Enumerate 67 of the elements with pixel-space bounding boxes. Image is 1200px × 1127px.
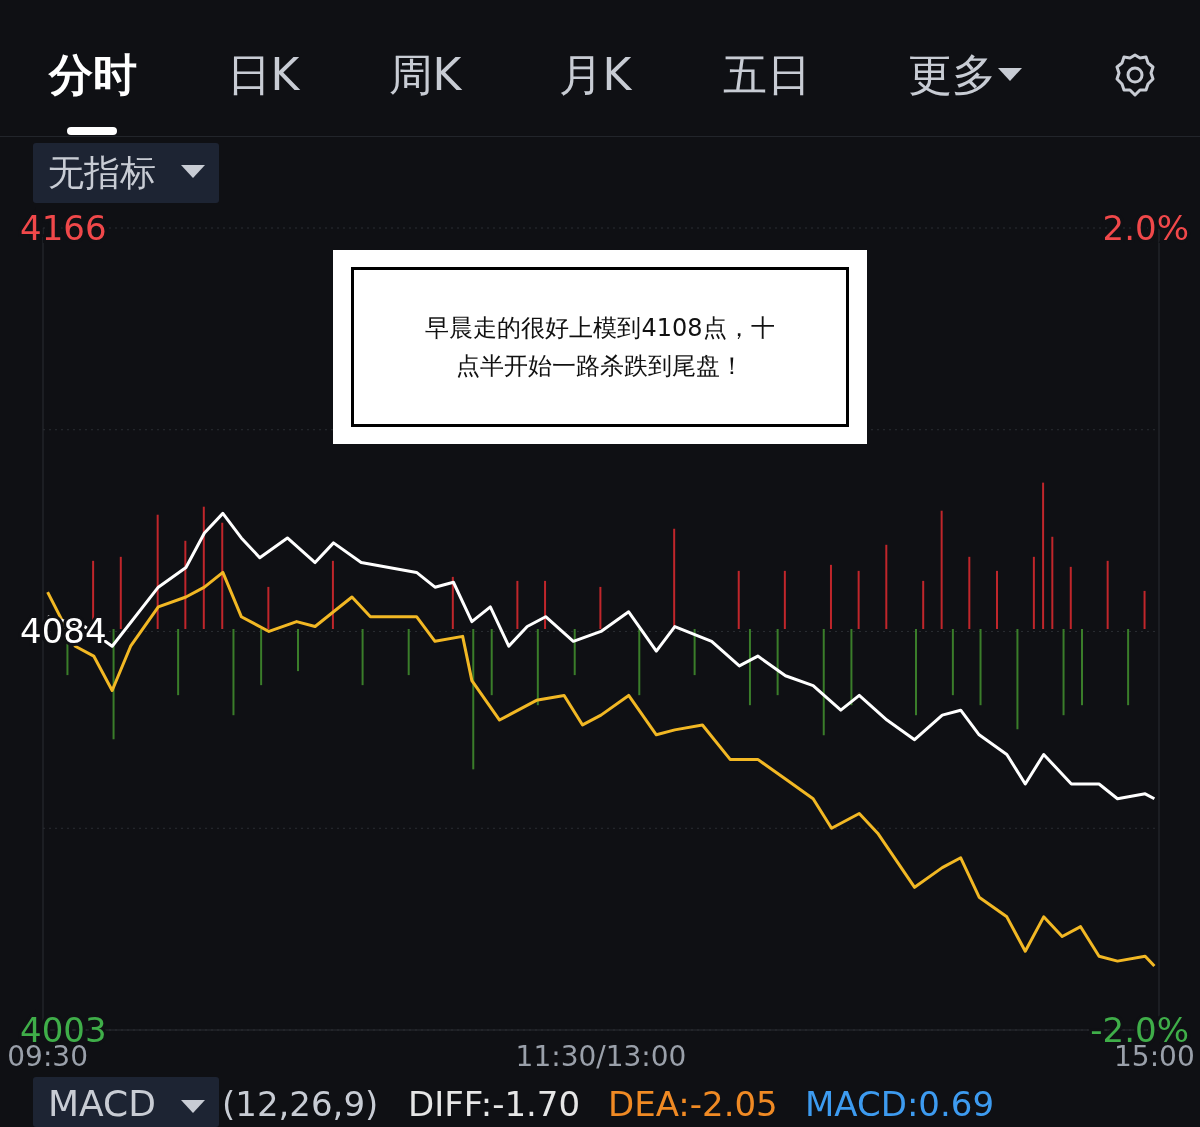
text: 分时 bbox=[47, 48, 138, 102]
bar bbox=[472, 629, 475, 770]
bar bbox=[544, 580, 547, 629]
bar bbox=[1042, 482, 1045, 629]
bar bbox=[599, 586, 602, 629]
bar bbox=[232, 629, 235, 716]
bar bbox=[331, 560, 334, 629]
bar bbox=[156, 514, 159, 629]
text: 日K bbox=[225, 48, 301, 102]
bar bbox=[573, 629, 576, 676]
bar bbox=[829, 564, 832, 629]
text: DIFF:-1.70 bbox=[408, 1083, 581, 1125]
bar bbox=[979, 629, 982, 706]
text: 更多 bbox=[907, 48, 997, 102]
bar bbox=[951, 629, 954, 696]
bar bbox=[297, 629, 300, 672]
text: MACD:0.69 bbox=[805, 1083, 995, 1125]
bar bbox=[516, 580, 519, 629]
bar bbox=[1051, 536, 1054, 629]
bar bbox=[995, 570, 998, 629]
text: 周K bbox=[387, 48, 463, 102]
text: (12,26,9) bbox=[222, 1083, 379, 1125]
bar bbox=[536, 629, 539, 706]
bar bbox=[260, 629, 263, 686]
bar bbox=[914, 629, 917, 716]
bar bbox=[1032, 556, 1035, 629]
y2-tick-label: 2.0% bbox=[1102, 208, 1189, 248]
bar bbox=[1080, 629, 1083, 706]
bar bbox=[1127, 629, 1130, 706]
bar bbox=[783, 570, 786, 629]
bar bbox=[940, 510, 943, 629]
bar bbox=[202, 506, 205, 629]
bar bbox=[822, 629, 825, 736]
bar bbox=[184, 540, 187, 629]
bar bbox=[119, 556, 122, 629]
bar bbox=[922, 580, 925, 629]
bar bbox=[857, 570, 860, 629]
bar bbox=[490, 629, 493, 696]
bar bbox=[885, 544, 888, 629]
annotation: 早晨走的很好上模到4108点，十点半开始一路杀跌到尾盘！ bbox=[425, 313, 775, 382]
x-tick-label: 11:30/13:00 bbox=[515, 1039, 687, 1073]
bar bbox=[1069, 566, 1072, 629]
bar bbox=[968, 556, 971, 629]
bar bbox=[267, 586, 270, 629]
text: 五日 bbox=[722, 48, 812, 102]
bar bbox=[361, 629, 364, 686]
bar bbox=[693, 629, 696, 676]
bar bbox=[638, 629, 641, 696]
bar bbox=[451, 576, 454, 629]
y-tick-label: 4166 bbox=[20, 208, 107, 248]
bar bbox=[1106, 560, 1109, 629]
bar bbox=[1016, 629, 1019, 730]
bar bbox=[1143, 590, 1146, 629]
bar bbox=[177, 629, 180, 696]
bar bbox=[221, 522, 224, 629]
callout-box: 早晨走的很好上模到4108点，十点半开始一路杀跌到尾盘！ bbox=[333, 250, 867, 444]
bar bbox=[737, 570, 740, 629]
bar bbox=[776, 629, 779, 696]
text: 月K bbox=[557, 48, 633, 102]
text: 无指标 bbox=[48, 151, 156, 195]
bar bbox=[850, 629, 853, 706]
text: MACD bbox=[48, 1083, 156, 1125]
text: DEA:-2.05 bbox=[608, 1083, 778, 1125]
bar bbox=[673, 528, 676, 629]
bar bbox=[1062, 629, 1065, 716]
bar bbox=[748, 629, 751, 706]
bar bbox=[407, 629, 410, 676]
